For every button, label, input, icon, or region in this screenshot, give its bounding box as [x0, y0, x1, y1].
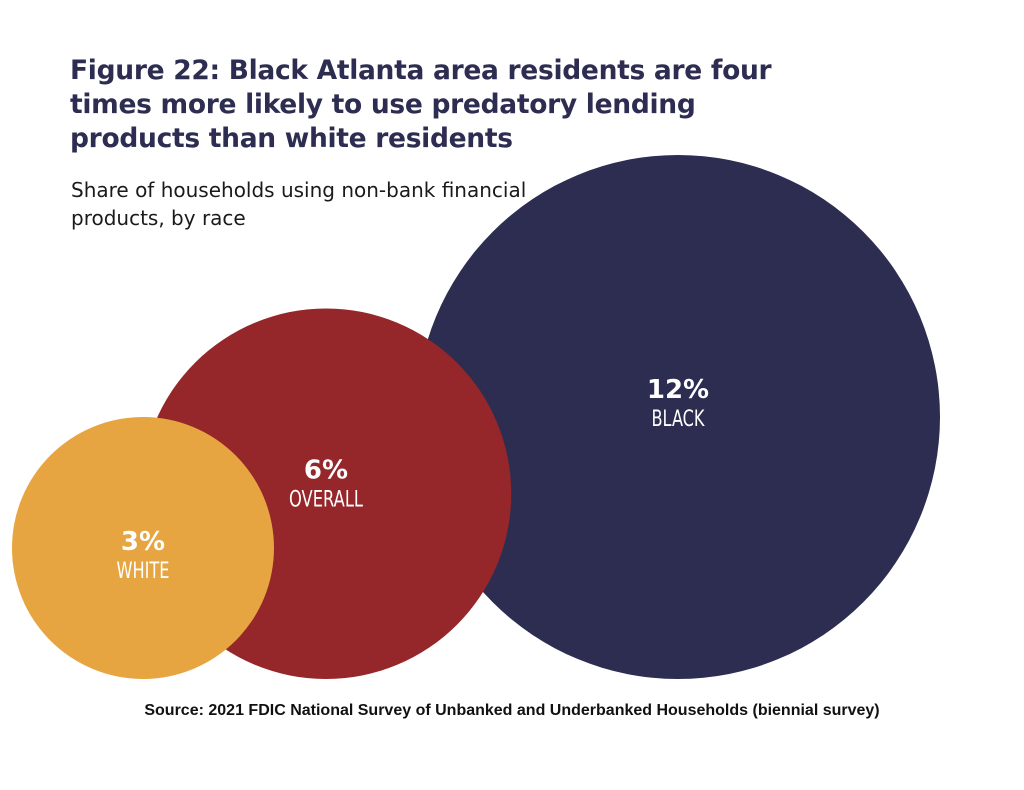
bubble-category-label-overall: OVERALL	[289, 487, 364, 512]
bubble-group-black: 12% BLACK	[416, 155, 940, 679]
bubble-category-label-white: WHITE	[117, 559, 170, 584]
bubble-value-label-overall: 6%	[304, 455, 348, 485]
chart-source: Source: 2021 FDIC National Survey of Unb…	[144, 702, 880, 719]
bubble-value-label-black: 12%	[647, 375, 709, 405]
bubble-white	[12, 417, 274, 679]
bubble-group-white: 3% WHITE	[12, 417, 274, 679]
chart-title: Figure 22: Black Atlanta area residents …	[70, 55, 772, 154]
chart-subtitle: Share of households using non-bank finan…	[71, 178, 527, 230]
bubble-value-label-white: 3%	[121, 527, 165, 557]
bubble-category-label-black: BLACK	[652, 407, 706, 432]
bubble-black	[416, 155, 940, 679]
